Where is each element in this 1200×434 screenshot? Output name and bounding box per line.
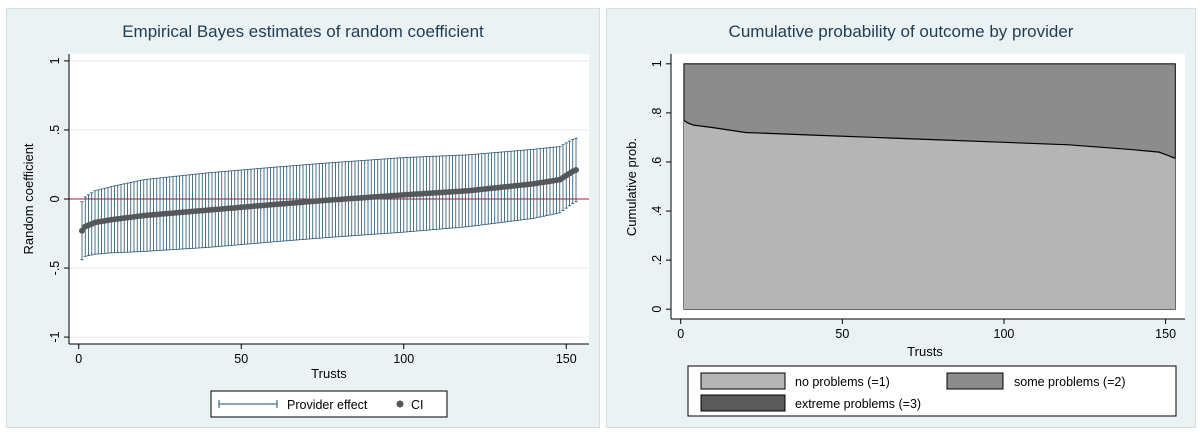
right-x-axis-label: Trusts [907,344,943,359]
left-x-tick-label: 150 [556,352,577,366]
right-x-tick-label: 0 [677,327,684,341]
estimate-point [573,167,579,173]
left-y-tick-label: -.5 [48,261,62,276]
right-y-axis-label: Cumulative prob. [624,138,639,236]
cumulative-areas [683,63,1176,310]
left-y-ticks: -1 -.5 0 .5 1 [48,57,69,343]
left-x-axis-label: Trusts [311,366,347,381]
right-y-tick-label: 1 [650,60,664,67]
legend-some-problems-swatch [946,372,1004,390]
left-chart-panel: Empirical Bayes estimates of random coef… [6,8,600,428]
estimate-point [79,227,85,234]
right-legend: no problems (=1) some problems (=2) extr… [687,365,1177,417]
left-chart-title: Empirical Bayes estimates of random coef… [122,22,484,41]
right-y-tick-label: .8 [650,108,664,118]
legend-provider-effect: Provider effect [287,398,368,412]
right-y-ticks: 0 .2 .4 .6 .8 1 [650,60,671,313]
legend-ci: CI [411,398,424,412]
legend-extreme-problems-swatch [700,394,786,412]
cumulative-probability-chart: Cumulative probability of outcome by pro… [624,22,1185,417]
left-x-tick-label: 0 [75,352,82,366]
left-y-tick-label: 1 [48,57,62,64]
left-x-tick-label: 100 [393,352,414,366]
right-y-tick-label: .6 [650,157,664,167]
right-x-tick-label: 100 [994,327,1015,341]
left-y-tick-label: .5 [48,125,62,135]
legend-extreme-problems: extreme problems (=3) [795,397,921,411]
random-coefficient-chart: Empirical Bayes estimates of random coef… [21,22,589,418]
right-chart-panel: Cumulative probability of outcome by pro… [606,8,1196,428]
right-x-tick-label: 50 [835,327,849,341]
right-y-tick-label: .2 [650,255,664,265]
legend-no-problems: no problems (=1) [795,375,890,389]
left-legend: Provider effect CI [210,390,448,418]
left-y-axis-label: Random coefficient [21,143,36,254]
right-x-tick-label: 150 [1155,327,1176,341]
estimate-points [79,167,579,234]
legend-dot-icon [396,400,404,408]
left-x-ticks: 0 50 100 150 [75,344,577,366]
no-problems-boundary-line [683,119,1176,159]
right-y-tick-label: 0 [650,306,664,313]
legend-no-problems-swatch [700,372,786,390]
right-chart-title: Cumulative probability of outcome by pro… [729,22,1074,41]
right-x-ticks: 0 50 100 150 [677,319,1176,341]
left-x-tick-label: 50 [234,352,248,366]
legend-some-problems: some problems (=2) [1014,375,1126,389]
area-no-problems [683,120,1176,310]
left-y-tick-label: 0 [48,195,62,202]
left-y-tick-label: -1 [48,331,62,342]
right-y-tick-label: .4 [650,206,664,216]
